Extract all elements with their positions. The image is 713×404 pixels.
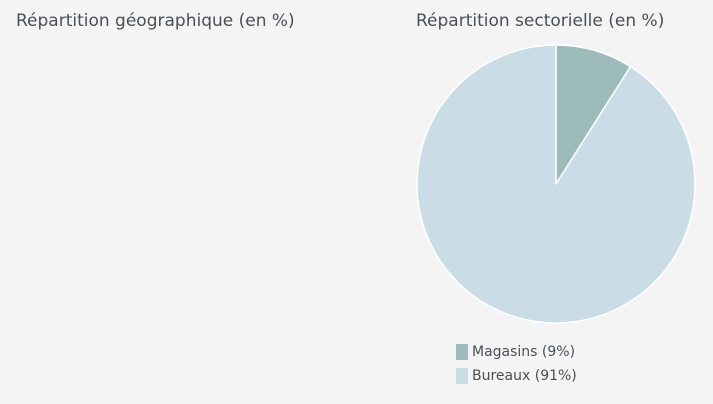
legend-swatch (456, 368, 468, 384)
sector-chart-title: Répartition sectorielle (en %) (416, 11, 665, 31)
legend-label: Magasins (9%) (472, 344, 576, 360)
legend-label: Bureaux (91%) (472, 368, 577, 384)
legend-swatch (456, 344, 468, 360)
pie-slice-bureaux[interactable] (416, 44, 696, 324)
geo-chart-area (0, 40, 390, 400)
geo-chart-title: Répartition géographique (en %) (16, 11, 295, 31)
legend-item-magasins[interactable]: Magasins (9%) (456, 340, 577, 364)
sector-pie-chart (416, 44, 696, 324)
sector-legend: Magasins (9%) Bureaux (91%) (456, 340, 577, 388)
pie-slice-magasins[interactable] (555, 44, 632, 185)
legend-item-bureaux[interactable]: Bureaux (91%) (456, 364, 577, 388)
